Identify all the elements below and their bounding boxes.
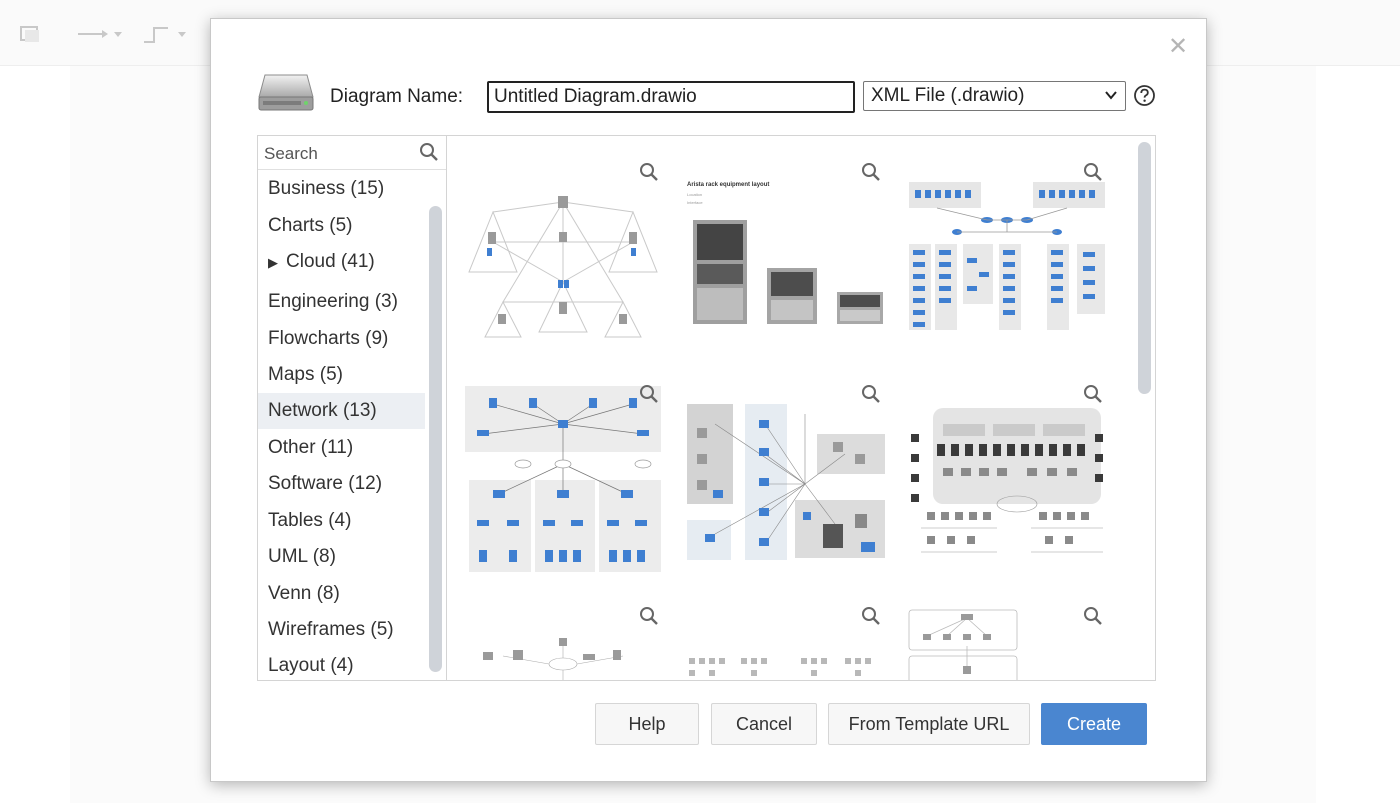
category-panel: Search Business (15) Charts (5) ▶ Cloud (… [257,135,447,681]
template-thumbnail[interactable] [907,606,1107,681]
zoom-icon[interactable] [1083,162,1103,182]
diagram-name-label: Diagram Name: [330,86,463,108]
category-label: Business (15) [268,178,384,199]
category-item-cloud[interactable]: ▶ Cloud (41) [258,244,425,280]
zoom-icon[interactable] [639,384,659,404]
rack-location: Location [687,192,702,197]
from-template-url-button[interactable]: From Template URL [828,703,1030,745]
category-label: Network (13) [268,400,377,421]
template-thumbnail[interactable]: Arista rack equipment layout Location In… [685,162,885,342]
zoom-icon[interactable] [639,606,659,626]
category-item-maps[interactable]: Maps (5) [258,357,425,393]
category-item-software[interactable]: Software (12) [258,466,425,502]
category-label: Tables (4) [268,510,351,531]
chevron-down-icon [1104,88,1118,102]
category-label: Cloud (41) [286,251,375,272]
template-thumbnail[interactable] [685,384,885,564]
template-thumbnail[interactable] [463,162,663,342]
help-icon[interactable] [1133,84,1156,107]
category-label: Software (12) [268,473,382,494]
zoom-icon[interactable] [1083,606,1103,626]
category-scrollbar[interactable] [429,206,442,672]
network-datacenter-preview [907,384,1107,564]
network-office-preview [907,606,1107,681]
search-input[interactable]: Search [258,136,446,170]
template-thumbnail[interactable] [463,384,663,564]
diagram-name-input[interactable] [487,81,855,113]
category-label: Engineering (3) [268,291,398,312]
rack-title: Arista rack equipment layout [687,182,769,188]
network-star-preview [685,384,885,564]
category-item-wireframes[interactable]: Wireframes (5) [258,612,425,648]
zoom-icon[interactable] [1083,384,1103,404]
category-label: Wireframes (5) [268,619,394,640]
template-scrollbar[interactable] [1138,142,1151,394]
file-format-value: XML File (.drawio) [871,85,1024,106]
waypoint-icon[interactable] [140,24,188,44]
category-item-venn[interactable]: Venn (8) [258,576,425,612]
template-thumbnail[interactable] [685,606,885,681]
rack-interface: Interface [687,200,703,205]
category-item-network[interactable]: Network (13) [258,393,425,429]
zoom-icon[interactable] [861,606,881,626]
search-icon[interactable] [419,142,439,162]
network-topology-preview [907,162,1107,342]
category-label: Charts (5) [268,215,352,236]
template-thumbnail[interactable] [907,162,1107,342]
close-icon[interactable]: ✕ [1168,35,1188,59]
template-thumbnail[interactable] [463,606,663,681]
network-triangle-diagram-preview [463,162,663,342]
zoom-icon[interactable] [639,162,659,182]
category-label: Other (11) [268,437,353,458]
category-item-uml[interactable]: UML (8) [258,539,425,575]
network-mixed-preview [463,606,663,681]
template-gallery: Arista rack equipment layout Location In… [447,135,1156,681]
cancel-button[interactable]: Cancel [711,703,817,745]
category-item-other[interactable]: Other (11) [258,430,425,466]
category-label: Layout (4) [268,655,354,676]
help-button[interactable]: Help [595,703,699,745]
rack-layout-preview: Arista rack equipment layout Location In… [685,162,885,342]
search-placeholder: Search [264,144,318,164]
category-item-engineering[interactable]: Engineering (3) [258,284,425,320]
create-button[interactable]: Create [1041,703,1147,745]
category-item-business[interactable]: Business (15) [258,171,425,207]
hard-drive-icon [257,71,315,113]
template-thumbnail[interactable] [907,384,1107,564]
connector-arrow-icon[interactable] [76,24,124,44]
category-item-tables[interactable]: Tables (4) [258,503,425,539]
category-label: Flowcharts (9) [268,328,388,349]
category-label: Venn (8) [268,583,340,604]
category-item-charts[interactable]: Charts (5) [258,208,425,244]
zoom-icon[interactable] [861,384,881,404]
expand-triangle-icon[interactable]: ▶ [268,255,278,270]
category-label: UML (8) [268,546,336,567]
category-label: Maps (5) [268,364,343,385]
shape-icon[interactable] [18,24,44,44]
category-item-layout[interactable]: Layout (4) [258,648,425,681]
network-hierarchy-preview [463,384,663,574]
file-format-select[interactable]: XML File (.drawio) [863,81,1126,111]
new-diagram-dialog: ✕ Diagram Name: XML File (.drawio) Searc… [210,18,1207,782]
network-rows-preview [685,606,885,681]
zoom-icon[interactable] [861,162,881,182]
category-item-flowcharts[interactable]: Flowcharts (9) [258,321,425,357]
